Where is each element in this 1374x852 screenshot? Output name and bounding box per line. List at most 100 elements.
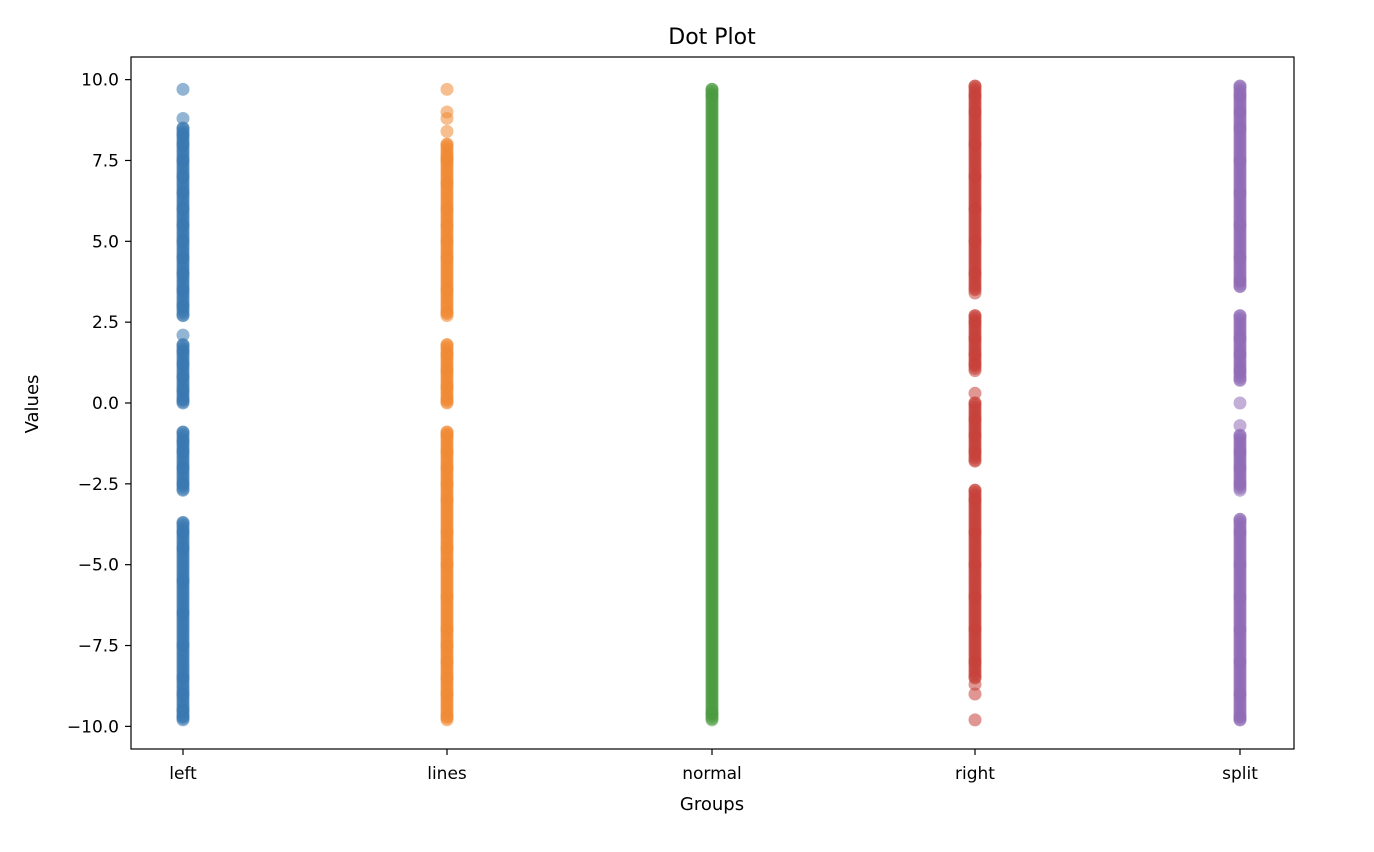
dot-right	[968, 283, 982, 297]
series-lines	[440, 82, 454, 727]
dot-lines	[440, 150, 454, 164]
dot-right	[968, 267, 982, 281]
dot-left	[176, 250, 190, 264]
dot-normal	[705, 706, 719, 720]
dot-left	[176, 121, 190, 135]
dot-lines	[440, 461, 454, 475]
dot-left	[176, 516, 190, 530]
x-tick-label-split: split	[1222, 764, 1258, 784]
dot-right	[968, 525, 982, 539]
series-right	[968, 79, 982, 727]
dot-right	[968, 137, 982, 151]
dot-lines	[440, 622, 454, 636]
y-tick-label: −10.0	[67, 717, 119, 737]
dot-lines	[440, 542, 454, 556]
dot-left	[176, 111, 190, 125]
dot-split	[1233, 347, 1247, 361]
dot-right	[968, 454, 982, 468]
y-tick-label: 10.0	[81, 71, 119, 91]
chart-title: Dot Plot	[668, 25, 756, 50]
dot-lines	[440, 218, 454, 232]
dot-split	[1233, 396, 1247, 410]
y-tick-label: −5.0	[78, 556, 119, 576]
dot-right	[968, 170, 982, 184]
dot-right	[968, 445, 982, 459]
dot-lines	[440, 590, 454, 604]
dot-lines	[440, 124, 454, 138]
dot-split	[1233, 186, 1247, 200]
dot-left	[176, 703, 190, 717]
dot-left	[176, 202, 190, 216]
dot-right	[968, 687, 982, 701]
dot-lines	[440, 380, 454, 394]
dot-split	[1233, 512, 1247, 526]
dot-split	[1233, 153, 1247, 167]
y-tick-label: 2.5	[92, 313, 119, 333]
dot-right	[968, 590, 982, 604]
dot-split	[1233, 710, 1247, 724]
dot-lines	[440, 137, 454, 151]
dot-lines	[440, 250, 454, 264]
dot-lines	[440, 710, 454, 724]
dot-left	[176, 299, 190, 313]
dot-lines	[440, 425, 454, 439]
y-tick-label: −7.5	[78, 637, 119, 657]
dot-lines	[440, 393, 454, 407]
dot-left	[176, 234, 190, 248]
dot-left	[176, 525, 190, 539]
y-axis-ticks: 10.0 7.5 5.0 2.5 0.0 −2.5 −5.0 −7.5 −10.0	[67, 71, 131, 737]
dot-left	[176, 170, 190, 184]
dot-split	[1233, 331, 1247, 345]
dot-right	[968, 89, 982, 103]
dot-left	[176, 82, 190, 96]
series-normal	[705, 82, 719, 727]
dot-split	[1233, 419, 1247, 433]
y-axis-label: Values	[22, 375, 43, 434]
dot-left	[176, 542, 190, 556]
dot-split	[1233, 79, 1247, 93]
dot-left	[176, 425, 190, 439]
dot-split	[1233, 89, 1247, 103]
series-left	[176, 82, 190, 727]
dot-left	[176, 574, 190, 588]
x-tick-label-lines: lines	[427, 764, 467, 784]
dot-right	[968, 386, 982, 400]
dot-right	[968, 655, 982, 669]
dot-left	[176, 639, 190, 653]
dot-lines	[440, 234, 454, 248]
dot-left	[176, 218, 190, 232]
dot-lines	[440, 176, 454, 190]
dot-lines	[440, 202, 454, 216]
dot-lines	[440, 671, 454, 685]
dot-right	[968, 309, 982, 323]
dot-lines	[440, 364, 454, 378]
dot-split	[1233, 558, 1247, 572]
dot-left	[176, 687, 190, 701]
dot-split	[1233, 477, 1247, 491]
dot-left	[176, 435, 190, 449]
dot-split	[1233, 525, 1247, 539]
dot-split	[1233, 428, 1247, 442]
dot-left	[176, 461, 190, 475]
dot-right	[968, 412, 982, 426]
dot-split	[1233, 687, 1247, 701]
dot-lines	[440, 477, 454, 491]
dot-normal	[705, 82, 719, 96]
dot-left	[176, 153, 190, 167]
dot-lines	[440, 82, 454, 96]
dot-left	[176, 357, 190, 371]
dot-lines	[440, 445, 454, 459]
dot-lines	[440, 639, 454, 653]
dot-right	[968, 483, 982, 497]
dot-right	[968, 671, 982, 685]
series-split	[1233, 79, 1247, 727]
dot-right	[968, 428, 982, 442]
dot-lines	[440, 305, 454, 319]
dot-lines	[440, 525, 454, 539]
dot-left	[176, 370, 190, 384]
dot-split	[1233, 655, 1247, 669]
dot-split	[1233, 622, 1247, 636]
x-tick-label-normal: normal	[682, 764, 742, 784]
dot-left	[176, 267, 190, 281]
dot-left	[176, 338, 190, 352]
